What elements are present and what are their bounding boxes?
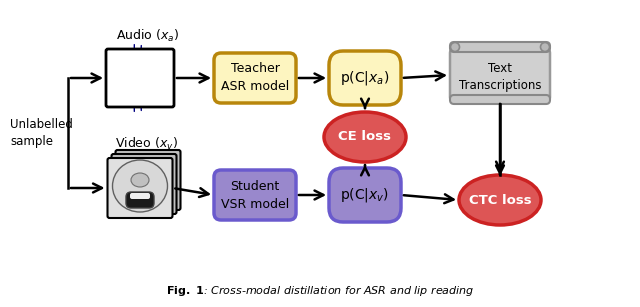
Text: Text
Transcriptions: Text Transcriptions: [459, 62, 541, 92]
FancyBboxPatch shape: [108, 158, 173, 218]
FancyBboxPatch shape: [111, 154, 177, 214]
Ellipse shape: [324, 112, 406, 162]
Text: p(C|$x_a$): p(C|$x_a$): [340, 69, 390, 87]
Text: Video ($x_v$): Video ($x_v$): [115, 136, 177, 152]
Ellipse shape: [113, 160, 168, 212]
Text: Student
VSR model: Student VSR model: [221, 180, 289, 211]
FancyBboxPatch shape: [450, 95, 550, 104]
Text: p(C|$x_v$): p(C|$x_v$): [340, 186, 390, 204]
FancyBboxPatch shape: [126, 192, 154, 208]
Ellipse shape: [131, 173, 149, 187]
Text: Unlabelled
sample: Unlabelled sample: [10, 118, 73, 149]
FancyBboxPatch shape: [329, 51, 401, 105]
Text: Audio ($x_a$): Audio ($x_a$): [116, 28, 180, 44]
Text: CTC loss: CTC loss: [468, 193, 531, 207]
Text: CE loss: CE loss: [339, 130, 392, 143]
FancyBboxPatch shape: [450, 42, 550, 52]
FancyBboxPatch shape: [115, 150, 180, 210]
FancyBboxPatch shape: [450, 49, 550, 101]
FancyBboxPatch shape: [130, 193, 150, 199]
Ellipse shape: [541, 42, 550, 52]
Ellipse shape: [451, 42, 460, 52]
FancyBboxPatch shape: [214, 53, 296, 103]
FancyBboxPatch shape: [329, 168, 401, 222]
Text: Teacher
ASR model: Teacher ASR model: [221, 63, 289, 94]
FancyBboxPatch shape: [214, 170, 296, 220]
Text: $\bf{Fig.}$ $\bf{1}$: Cross-modal distillation for ASR and lip reading: $\bf{Fig.}$ $\bf{1}$: Cross-modal distil…: [166, 284, 474, 298]
FancyBboxPatch shape: [106, 49, 174, 107]
Ellipse shape: [459, 175, 541, 225]
